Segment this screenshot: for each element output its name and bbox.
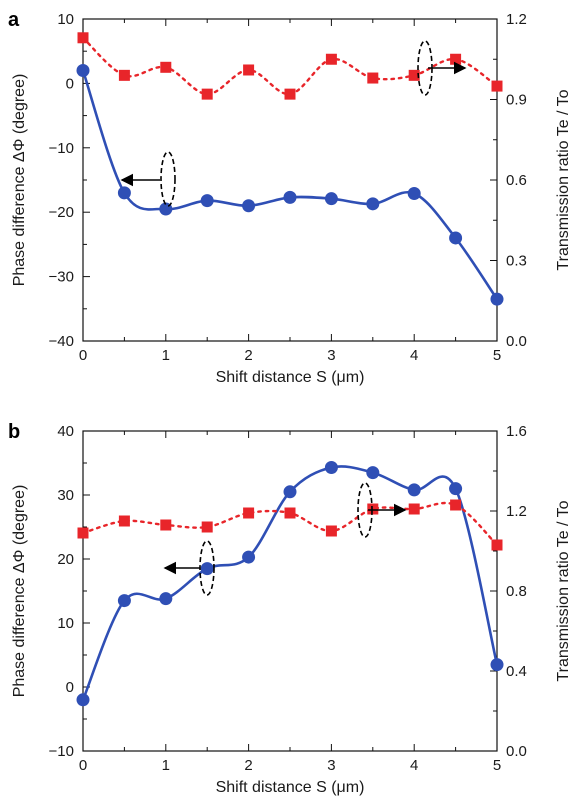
data-point-phase — [366, 466, 380, 480]
data-point-transmission — [77, 527, 89, 539]
x-tick-label: 5 — [493, 757, 501, 774]
data-point-transmission — [284, 88, 296, 100]
y-left-tick-label: 10 — [57, 11, 74, 28]
data-point-transmission — [491, 539, 503, 551]
axis-indicator-oval-left — [160, 151, 176, 207]
series-line-transmission — [81, 36, 499, 96]
data-point-transmission — [160, 61, 172, 73]
y-left-tick-label: −20 — [49, 204, 74, 221]
series-line-phase — [81, 465, 499, 701]
data-point-transmission — [243, 64, 255, 76]
data-point-phase — [449, 482, 463, 496]
data-point-phase — [490, 292, 504, 306]
data-point-transmission — [201, 521, 213, 533]
x-tick-label: 2 — [244, 757, 252, 774]
y-left-tick-label: 40 — [57, 423, 74, 440]
data-point-transmission — [491, 80, 503, 92]
data-point-phase — [76, 64, 90, 78]
x-tick-label: 3 — [327, 347, 335, 364]
y-left-axis-label: Phase difference ΔΦ (degree) — [11, 485, 28, 698]
data-point-transmission — [284, 507, 296, 519]
y-right-tick-label: 1.6 — [506, 423, 527, 440]
panel-label: a — [8, 9, 20, 31]
chart-panel-b: b 0 1 2 3 4 5 40 30 20 10 0 −10 1.6 1.2 0.8 0.4 0.0 Shift … — [8, 421, 572, 796]
series-line-phase — [81, 70, 499, 300]
y-left-tick-label: 0 — [66, 679, 74, 696]
data-point-transmission — [243, 507, 255, 519]
y-right-tick-label: 0.9 — [506, 92, 527, 109]
y-left-tick-label: −10 — [49, 140, 74, 157]
data-point-transmission — [118, 515, 130, 527]
data-point-phase — [200, 194, 214, 208]
data-point-transmission — [118, 69, 130, 81]
y-right-axis-label: Transmission ratio Te / To — [555, 89, 572, 270]
data-point-transmission — [367, 72, 379, 84]
x-tick-label: 3 — [327, 757, 335, 774]
data-point-phase — [283, 485, 297, 499]
data-point-transmission — [450, 499, 462, 511]
data-point-phase — [242, 199, 256, 213]
data-point-phase — [159, 592, 173, 606]
x-tick-label: 4 — [410, 757, 418, 774]
data-point-phase — [449, 231, 463, 245]
y-right-tick-label: 0.4 — [506, 663, 527, 680]
y-right-tick-label: 0.8 — [506, 583, 527, 600]
data-point-transmission — [77, 32, 89, 44]
y-left-tick-label: −40 — [49, 333, 74, 350]
y-left-tick-label: 30 — [57, 487, 74, 504]
data-point-transmission — [325, 525, 337, 537]
y-left-tick-label: −10 — [49, 743, 74, 760]
chart-panel-a: a 0 1 2 3 4 5 10 0 −10 −20 −30 −40 1.2 0.9 0.6 0.3 0.0 Shi… — [8, 9, 572, 386]
y-right-tick-label: 0.3 — [506, 253, 527, 270]
data-point-phase — [490, 658, 504, 672]
data-point-transmission — [201, 88, 213, 100]
x-axis-label: Shift distance S (μm) — [216, 779, 365, 796]
data-point-transmission — [408, 69, 420, 81]
y-right-tick-label: 0.6 — [506, 172, 527, 189]
data-point-phase — [283, 190, 297, 204]
data-point-phase — [242, 550, 256, 564]
data-point-phase — [76, 693, 90, 707]
data-point-phase — [407, 483, 421, 497]
y-right-axis-label: Transmission ratio Te / To — [555, 500, 572, 681]
data-point-phase — [117, 594, 131, 608]
data-point-transmission — [325, 53, 337, 65]
y-left-tick-label: 10 — [57, 615, 74, 632]
x-tick-label: 0 — [79, 757, 87, 774]
data-point-transmission — [450, 53, 462, 65]
data-point-phase — [366, 197, 380, 211]
data-point-phase — [117, 186, 131, 200]
data-point-phase — [407, 187, 421, 201]
x-tick-label: 4 — [410, 347, 418, 364]
data-point-phase — [324, 192, 338, 206]
panel-label: b — [8, 421, 20, 443]
data-point-phase — [324, 460, 338, 474]
data-point-transmission — [367, 503, 379, 515]
y-right-tick-label: 1.2 — [506, 11, 527, 28]
y-left-tick-label: 20 — [57, 551, 74, 568]
data-point-transmission — [160, 519, 172, 531]
y-left-axis-label: Phase difference ΔΦ (degree) — [11, 74, 28, 287]
x-tick-label: 1 — [162, 347, 170, 364]
y-right-tick-label: 1.2 — [506, 503, 527, 520]
y-right-tick-label: 0.0 — [506, 743, 527, 760]
x-tick-label: 1 — [162, 757, 170, 774]
x-tick-label: 0 — [79, 347, 87, 364]
y-left-tick-label: −30 — [49, 269, 74, 286]
x-tick-label: 2 — [244, 347, 252, 364]
x-tick-label: 5 — [493, 347, 501, 364]
data-point-transmission — [408, 503, 420, 515]
x-axis-label: Shift distance S (μm) — [216, 369, 365, 386]
y-right-tick-label: 0.0 — [506, 333, 527, 350]
data-point-phase — [200, 562, 214, 576]
y-left-tick-label: 0 — [66, 75, 74, 92]
